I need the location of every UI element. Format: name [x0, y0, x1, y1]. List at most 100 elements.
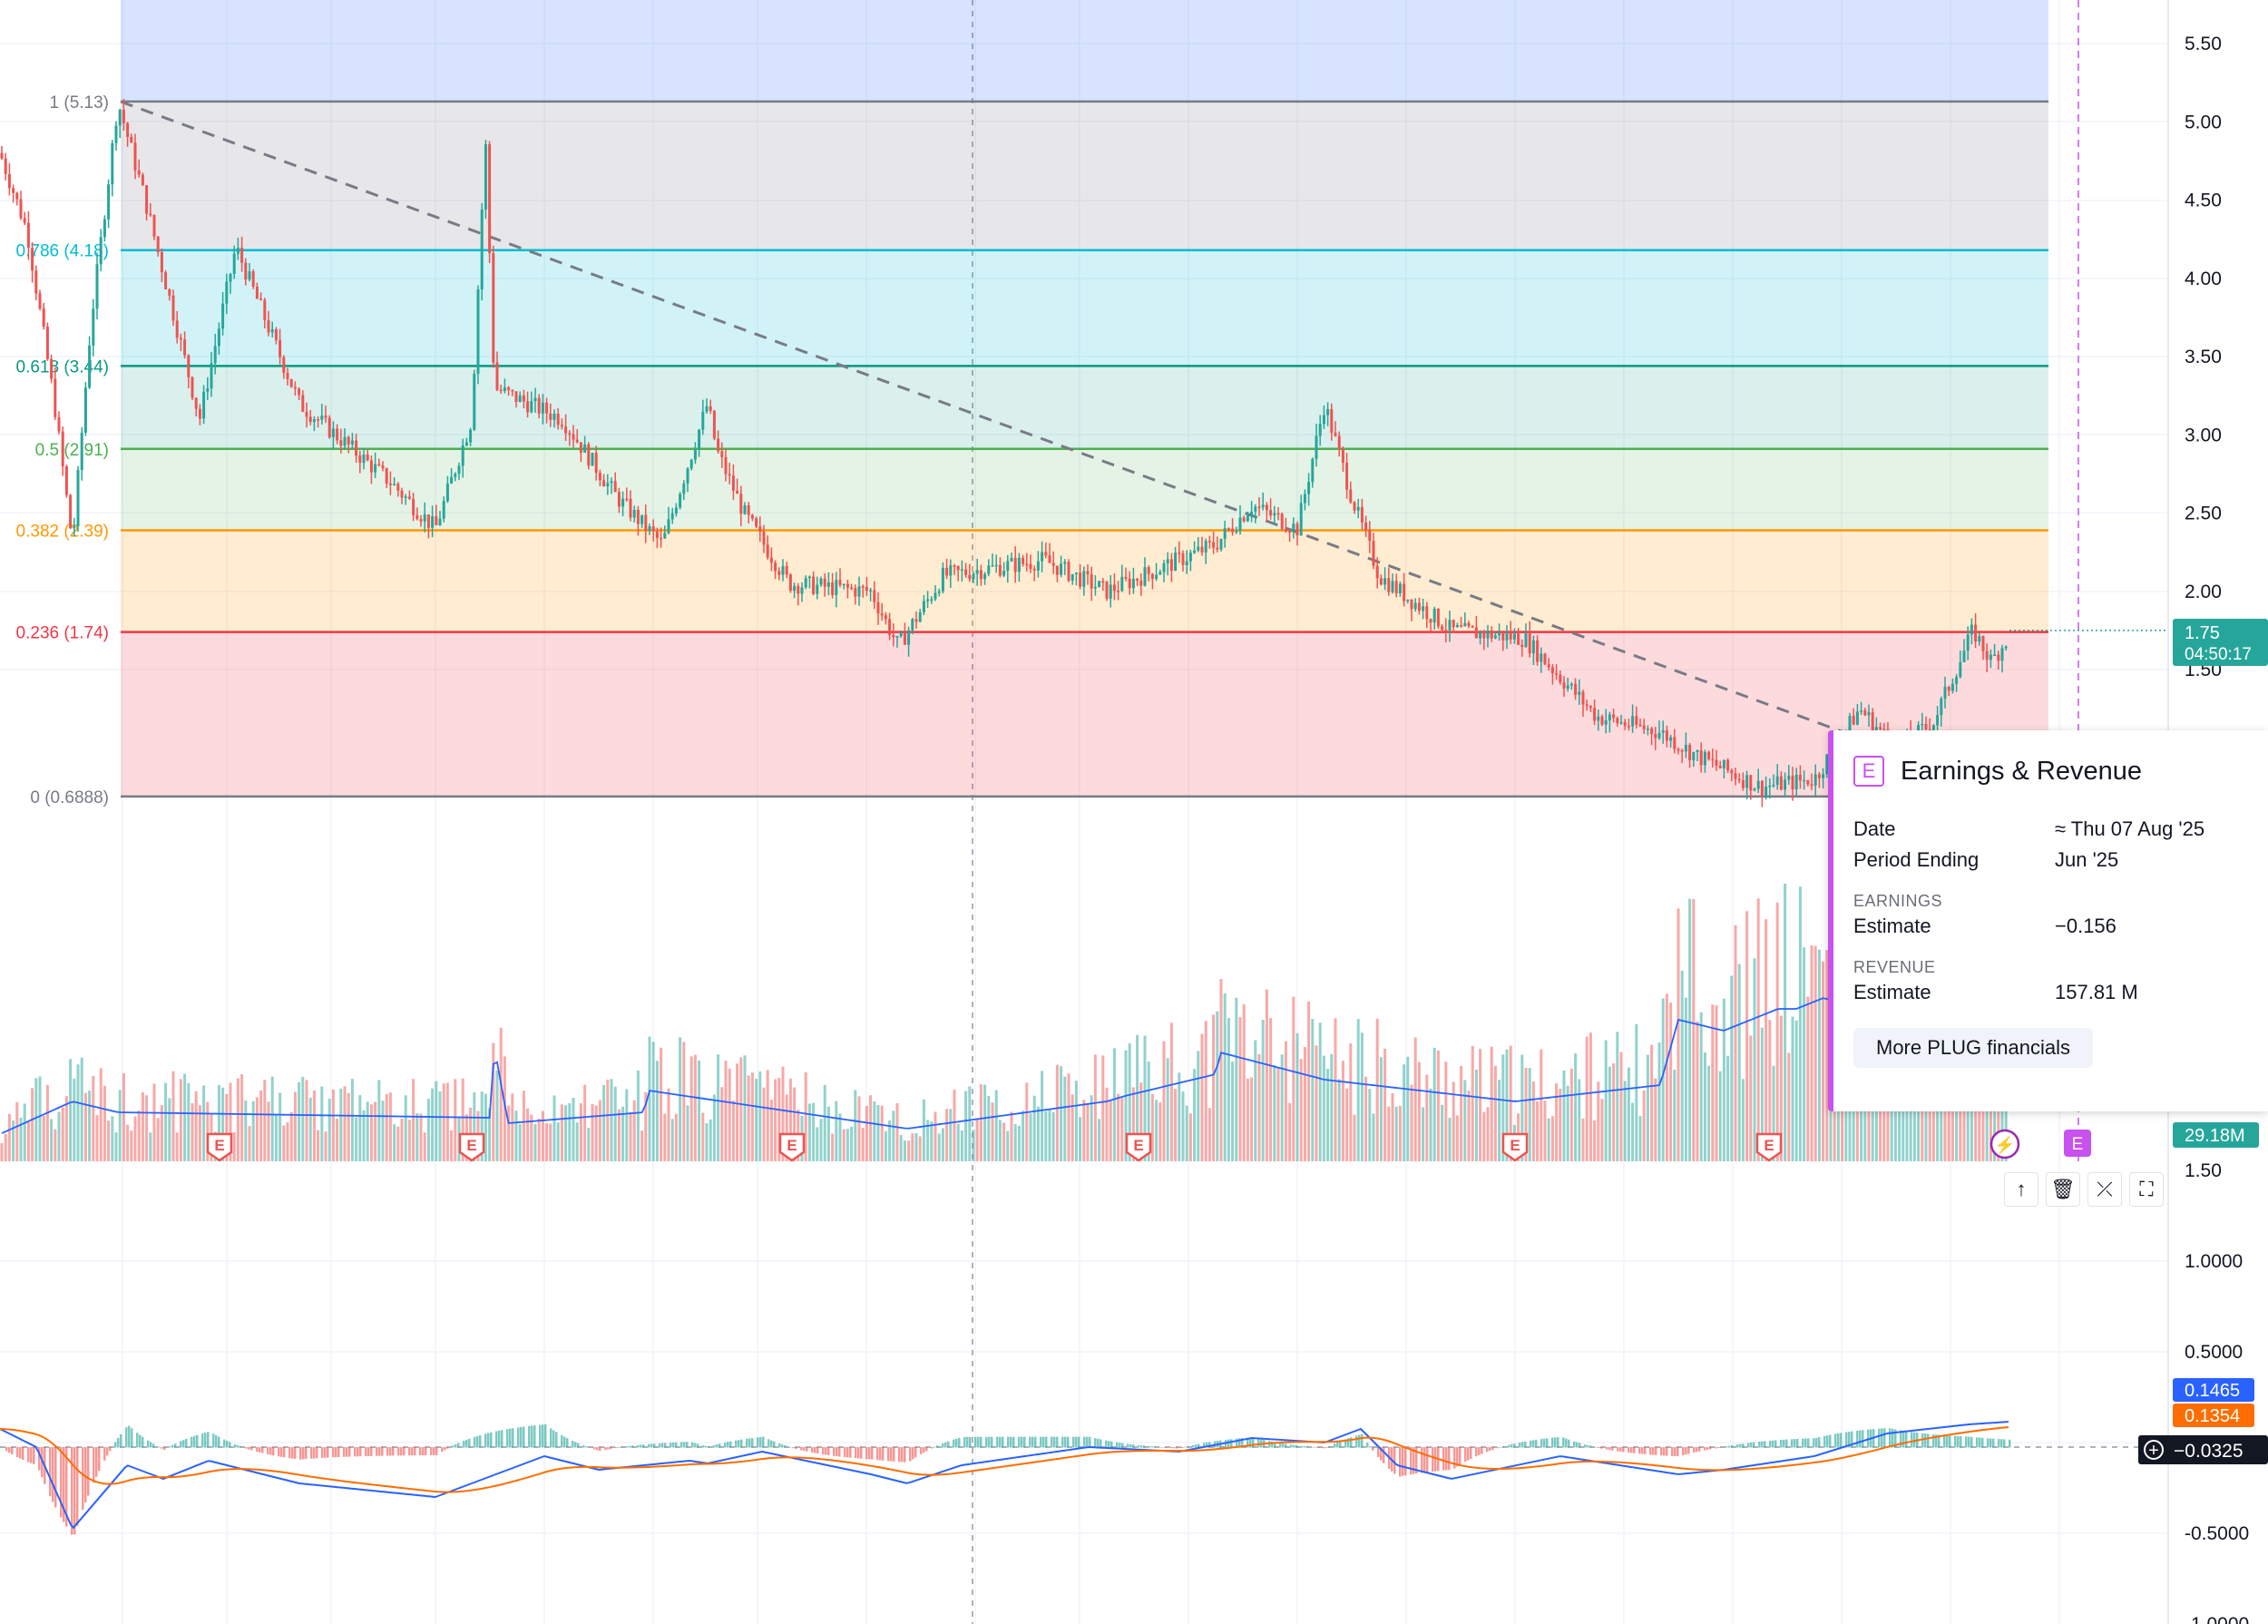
candle-body: [263, 299, 267, 320]
macd-histogram-bar: [727, 1442, 729, 1448]
macd-histogram-bar: [1826, 1435, 1829, 1448]
candle-body: [826, 582, 830, 587]
more-financials-button[interactable]: More PLUG financials: [1853, 1028, 2093, 1068]
macd-histogram-bar: [1304, 1446, 1306, 1448]
macd-histogram-bar: [1203, 1443, 1206, 1448]
macd-histogram-bar: [942, 1443, 944, 1448]
volume-bar: [107, 1120, 111, 1161]
volume-bar: [76, 1064, 80, 1161]
fib-zone: [121, 249, 2048, 367]
macd-histogram-bar: [1753, 1442, 1755, 1448]
macd-histogram-bar: [577, 1443, 580, 1448]
volume-bar: [556, 1122, 560, 1161]
tooltip-value: Jun '25: [2055, 848, 2119, 871]
macd-histogram-bar: [675, 1442, 678, 1448]
macd-histogram-bar: [1290, 1444, 1293, 1448]
tooltip-value: −0.156: [2055, 915, 2116, 937]
candle-body: [1779, 776, 1783, 790]
macd-histogram-bar: [531, 1425, 533, 1448]
volume-bar: [1223, 993, 1227, 1161]
candle-body: [1737, 778, 1741, 781]
macd-histogram-bar: [1954, 1435, 1957, 1448]
candle-body: [1413, 602, 1417, 610]
macd-histogram-bar: [245, 1447, 248, 1449]
volume-bar: [575, 1122, 579, 1161]
trash-icon[interactable]: 🗑: [2046, 1172, 2080, 1207]
macd-histogram-bar: [1524, 1441, 1527, 1448]
volume-bar: [168, 1098, 171, 1161]
macd-histogram-bar: [1979, 1437, 1981, 1448]
macd-histogram-bar: [1129, 1443, 1132, 1448]
volume-bar: [118, 1090, 122, 1161]
volume-bar: [1673, 1070, 1677, 1161]
volume-bar: [1966, 1085, 1970, 1161]
candle-body: [945, 567, 949, 576]
volume-bar: [758, 1071, 762, 1161]
candle-body: [1311, 458, 1315, 483]
earnings-markers[interactable]: E E E E E E ⚡ E: [206, 1129, 2091, 1162]
macd-histogram-bar: [229, 1442, 231, 1448]
macd-histogram-bar: [1687, 1447, 1690, 1454]
macd-histogram-bar: [1968, 1436, 1970, 1448]
candle-body: [396, 484, 400, 491]
volume-bar: [1051, 1111, 1055, 1161]
candle-body: [54, 378, 57, 417]
macd-histogram-bar: [991, 1436, 993, 1448]
candle-body: [1699, 749, 1703, 766]
candle-body: [949, 565, 953, 576]
price-axis[interactable]: 5.505.004.504.003.503.002.502.001.501.75…: [2138, 34, 2268, 1624]
candle-body: [251, 271, 255, 287]
macd-histogram-bar: [435, 1447, 438, 1455]
macd-histogram-bar: [1619, 1447, 1622, 1452]
move-pane-up-icon[interactable]: ↑: [2004, 1172, 2038, 1207]
macd-histogram-bar: [566, 1438, 569, 1448]
candle-body: [1070, 573, 1074, 581]
volume-bar: [941, 1128, 944, 1161]
volume-bar: [1436, 1050, 1440, 1161]
volume-bar: [1200, 1033, 1204, 1161]
price-candles: [0, 98, 2168, 807]
macd-histogram-bar: [1475, 1447, 1478, 1457]
volume-bar: [499, 1027, 503, 1161]
trend-line[interactable]: [120, 100, 1847, 735]
candle-body: [526, 401, 530, 413]
macd-tick-label: 1.50: [2185, 1160, 2222, 1181]
macd-histogram-bar: [1045, 1436, 1048, 1448]
macd-histogram-bar: [1423, 1447, 1426, 1472]
candle-body: [499, 389, 503, 392]
collapse-pane-icon[interactable]: ⤫: [2087, 1172, 2122, 1207]
candle-body: [1204, 541, 1207, 553]
volume-bar: [731, 1101, 735, 1161]
volume-bar: [88, 1091, 92, 1161]
macd-histogram-bar: [1921, 1433, 1924, 1448]
fibonacci-retracement[interactable]: 1 (5.13)0.786 (4.18)0.618 (3.44)0.5 (2.9…: [16, 0, 2048, 807]
macd-histogram-bar: [876, 1447, 879, 1461]
volume-bar: [583, 1084, 587, 1161]
volume-bar: [781, 1066, 785, 1161]
tooltip-row-eps: Estimate −0.156: [1853, 911, 2250, 942]
macd-histogram-bar: [1785, 1439, 1788, 1448]
volume-bar: [518, 1124, 522, 1161]
candle-body: [1455, 625, 1459, 628]
macd-histogram-bar: [1432, 1447, 1434, 1472]
countdown-label: 04:50:17: [2185, 645, 2252, 664]
volume-bar: [1699, 1012, 1703, 1161]
macd-histogram-bar: [1456, 1447, 1459, 1467]
candle-body: [12, 188, 15, 193]
maximize-pane-icon[interactable]: ⛶: [2129, 1172, 2164, 1207]
macd-histogram-bar: [953, 1439, 955, 1448]
macd-histogram-bar: [484, 1433, 487, 1448]
candle-body: [1207, 541, 1211, 543]
candle-body: [1646, 729, 1649, 730]
candle-body: [1060, 563, 1063, 575]
volume-bar: [1589, 1032, 1592, 1161]
macd-histogram-bar: [958, 1437, 961, 1448]
volume-bar: [1657, 1042, 1661, 1161]
macd-histogram-bar: [552, 1430, 555, 1448]
macd-histogram-bar: [1709, 1447, 1712, 1450]
volume-bar: [171, 1071, 175, 1161]
macd-histogram-bar: [1325, 1447, 1328, 1448]
candle-body: [19, 199, 23, 219]
macd-histogram-bar: [1807, 1438, 1810, 1448]
